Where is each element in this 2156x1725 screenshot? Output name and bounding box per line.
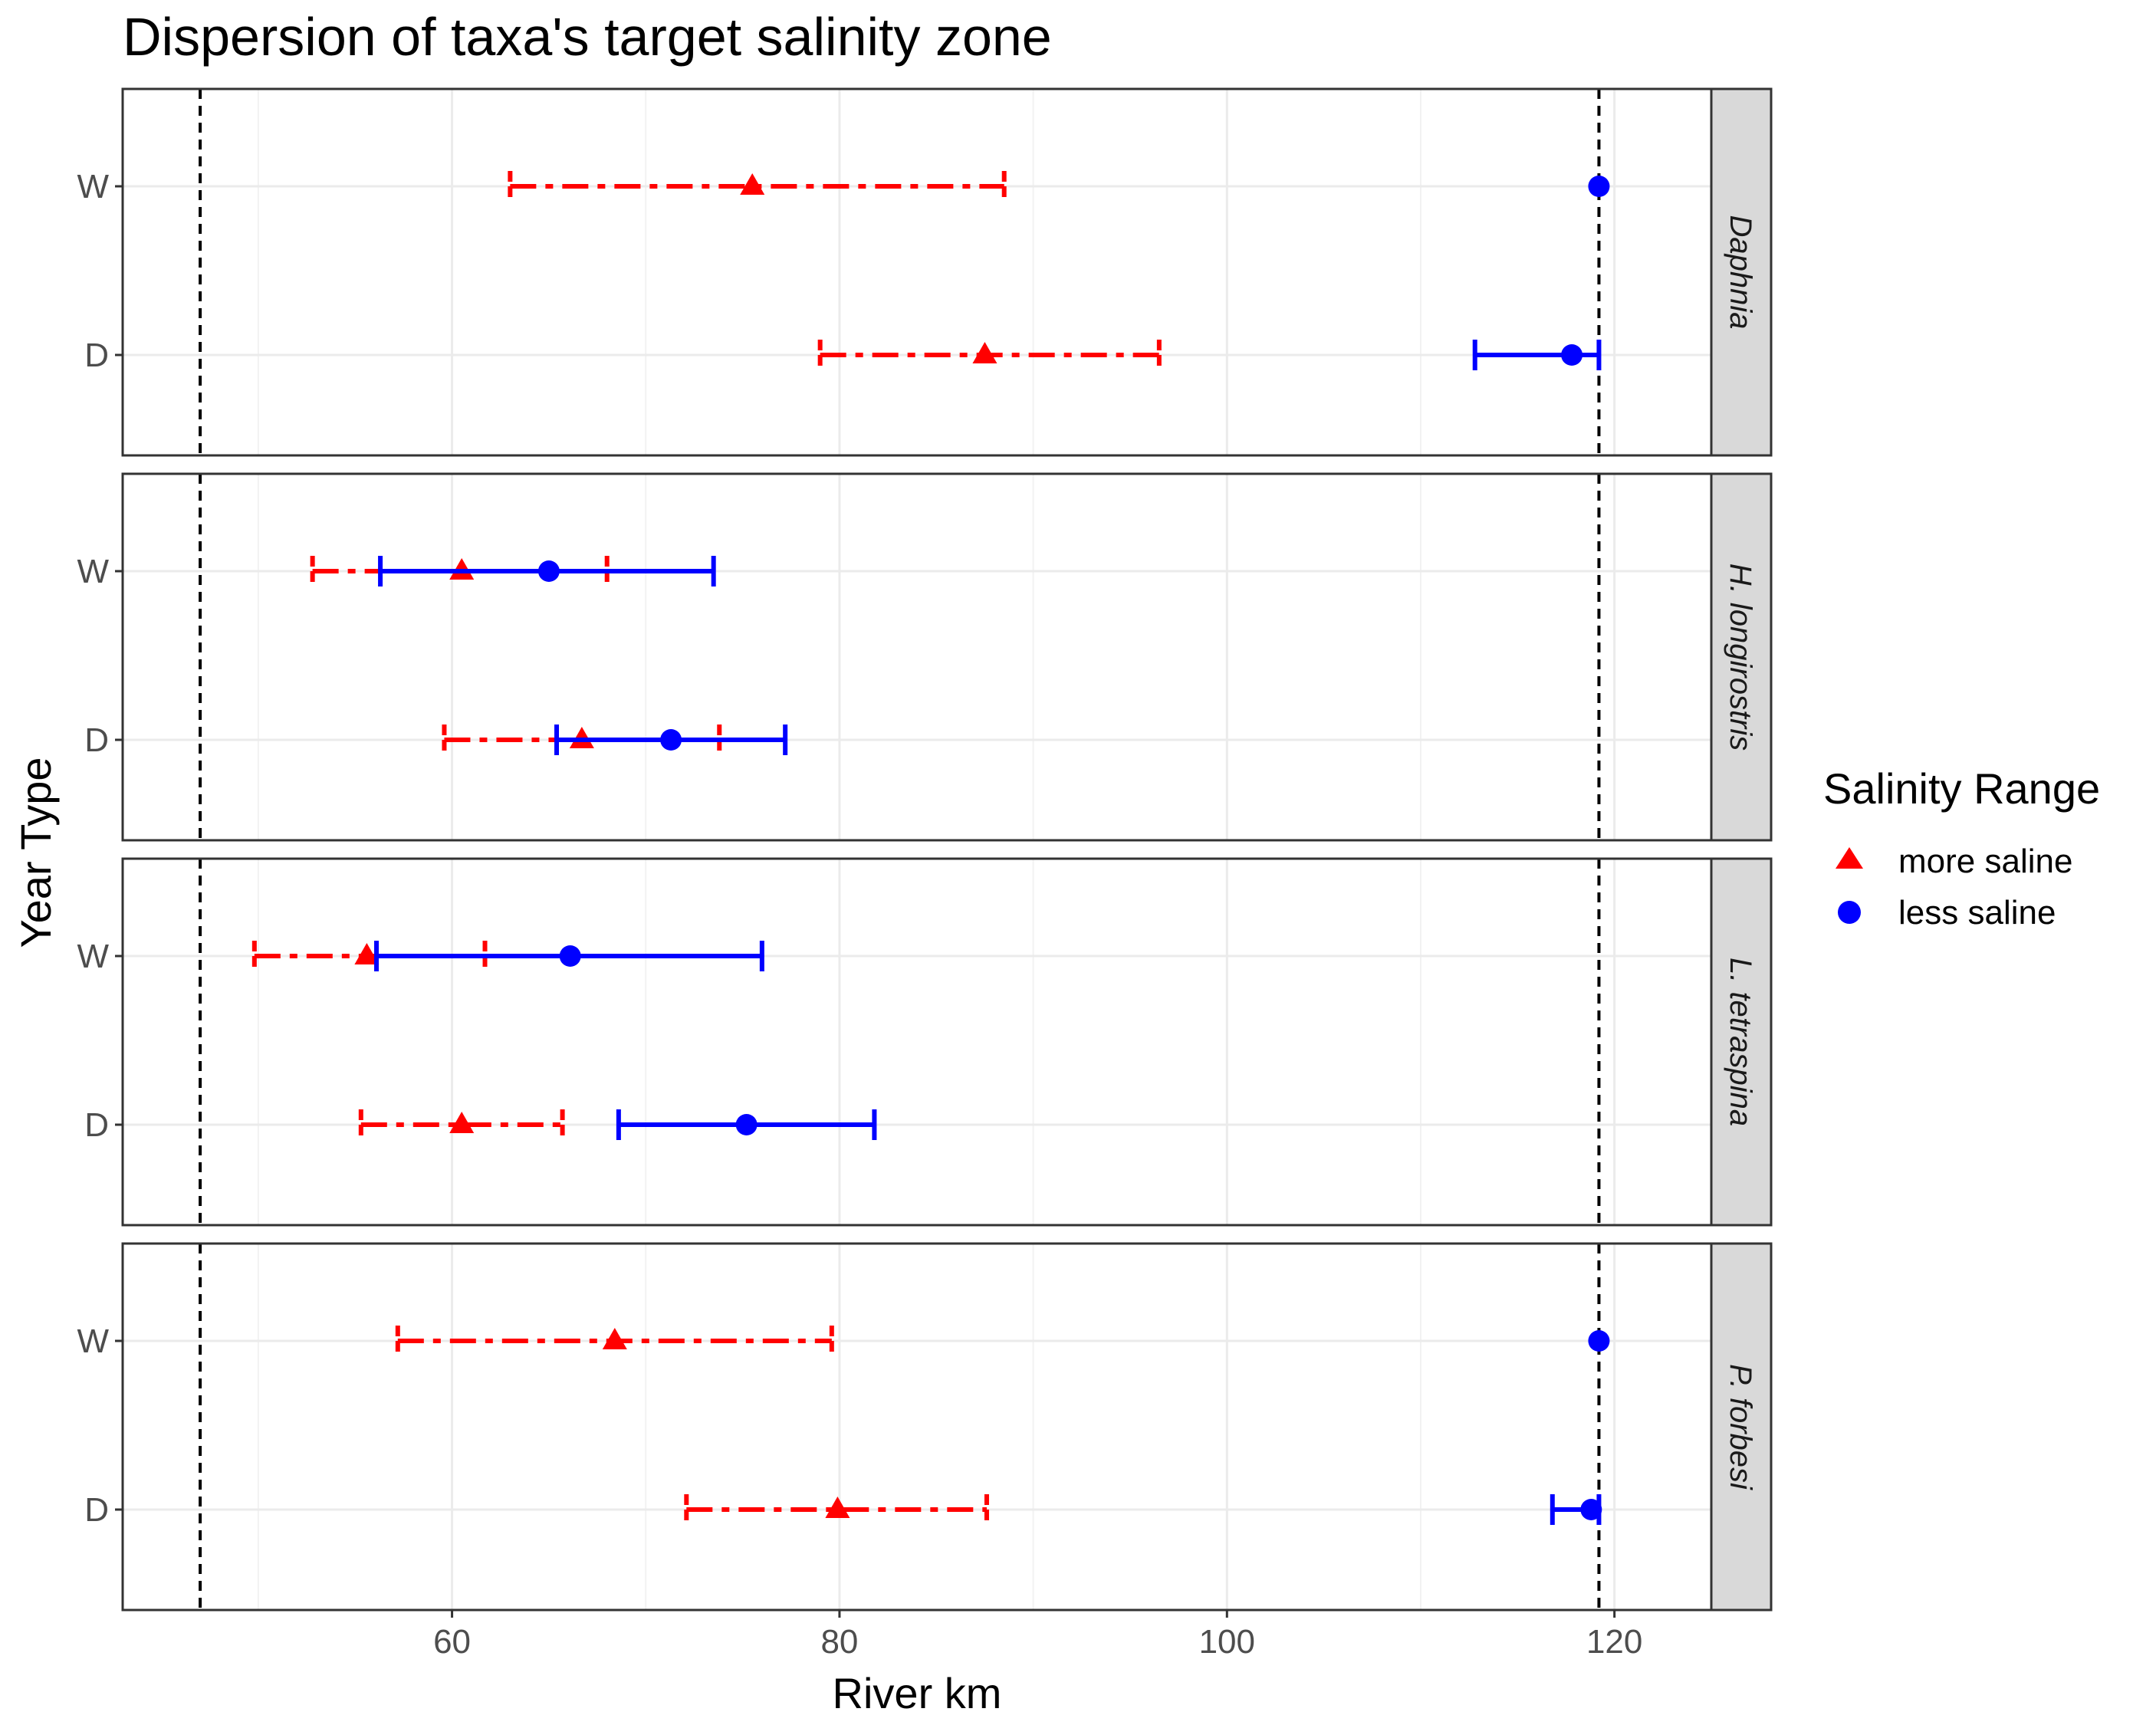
point-less-saline (1588, 1330, 1610, 1352)
error-bar-less-saline (1472, 340, 1602, 370)
y-tick-label: D (84, 1491, 109, 1529)
error-bar-less-saline (554, 724, 788, 755)
point-less-saline (537, 560, 560, 582)
y-tick-label: D (84, 721, 109, 759)
point-more-saline (602, 1328, 627, 1349)
facet-strip-background (1710, 472, 1773, 842)
y-tick-label: W (77, 1322, 109, 1360)
point-less-saline (1588, 176, 1610, 197)
point-less-saline (1580, 1499, 1602, 1520)
facet-strip: H. longirostris (1710, 472, 1773, 842)
point-more-saline (354, 943, 380, 964)
point-more-saline (972, 342, 997, 363)
legend-key-less-saline: less saline (1838, 894, 2056, 932)
y-tick-label: W (77, 938, 109, 975)
point-more-saline (740, 173, 765, 195)
legend: Salinity Range more saline less saline (1823, 764, 2100, 932)
facet-strip-label: L. tetraspina (1724, 958, 1757, 1126)
legend-label-more-saline: more saline (1898, 843, 2072, 880)
error-bar-less-saline (616, 1109, 877, 1140)
error-bar-more-saline (508, 171, 1007, 202)
panel-background (123, 1244, 1711, 1610)
facet-panel: W D Daphnia (77, 87, 1773, 457)
error-bar-less-saline (378, 556, 716, 586)
error-bar-more-saline (684, 1494, 989, 1525)
x-tick-label: 120 (1586, 1623, 1642, 1661)
facet-strip: Daphnia (1710, 87, 1773, 457)
error-bar-less-saline (374, 941, 764, 971)
facet-panel: W D H. longirostris (77, 472, 1773, 842)
x-axis: 60 80 100 120 (433, 1610, 1642, 1661)
point-less-saline (1561, 344, 1583, 366)
y-tick-label: D (84, 1106, 109, 1144)
point-more-saline (825, 1497, 850, 1518)
facet-strip-label: P. forbesi (1724, 1364, 1757, 1490)
x-axis-title: River km (833, 1669, 1002, 1717)
facet-panels: W D Daphnia W D H. longirostris W D L. tetraspin… (77, 87, 1773, 1612)
y-tick-label: W (77, 553, 109, 590)
point-less-saline (660, 729, 682, 751)
point-less-saline (559, 945, 581, 967)
legend-circle-icon (1838, 901, 1861, 924)
x-tick-label: 100 (1199, 1623, 1255, 1661)
error-bar-less-saline (1588, 176, 1610, 197)
error-bar-less-saline (1550, 1494, 1602, 1525)
facet-panel: W D P. forbesi (77, 1242, 1773, 1612)
error-bar-more-saline (817, 340, 1162, 370)
legend-key-more-saline: more saline (1836, 843, 2072, 880)
facet-strip-background (1710, 857, 1773, 1227)
legend-label-less-saline: less saline (1898, 894, 2056, 932)
error-bar-more-saline (395, 1326, 834, 1356)
error-bar-less-saline (1588, 1330, 1610, 1352)
legend-triangle-icon (1836, 847, 1863, 869)
point-less-saline (735, 1114, 758, 1135)
x-tick-label: 60 (433, 1623, 471, 1661)
facet-strip: L. tetraspina (1710, 857, 1773, 1227)
legend-title: Salinity Range (1823, 764, 2100, 813)
facet-strip-background (1710, 1242, 1773, 1612)
point-more-saline (449, 1112, 475, 1133)
facet-strip-background (1710, 87, 1773, 457)
facet-strip-label: Daphnia (1724, 215, 1757, 329)
panel-background (123, 859, 1711, 1225)
error-bar-more-saline (358, 1109, 565, 1140)
facet-strip-label: H. longirostris (1724, 564, 1757, 751)
chart-title: Dispersion of taxa's target salinity zon… (123, 7, 1052, 67)
facet-strip: P. forbesi (1710, 1242, 1773, 1612)
panel-background (123, 89, 1711, 455)
y-axis-title: Year Type (12, 757, 60, 948)
panel-background (123, 474, 1711, 840)
y-tick-label: D (84, 337, 109, 374)
x-tick-label: 80 (820, 1623, 858, 1661)
y-tick-label: W (77, 168, 109, 205)
facet-panel: W D L. tetraspina (77, 857, 1773, 1227)
